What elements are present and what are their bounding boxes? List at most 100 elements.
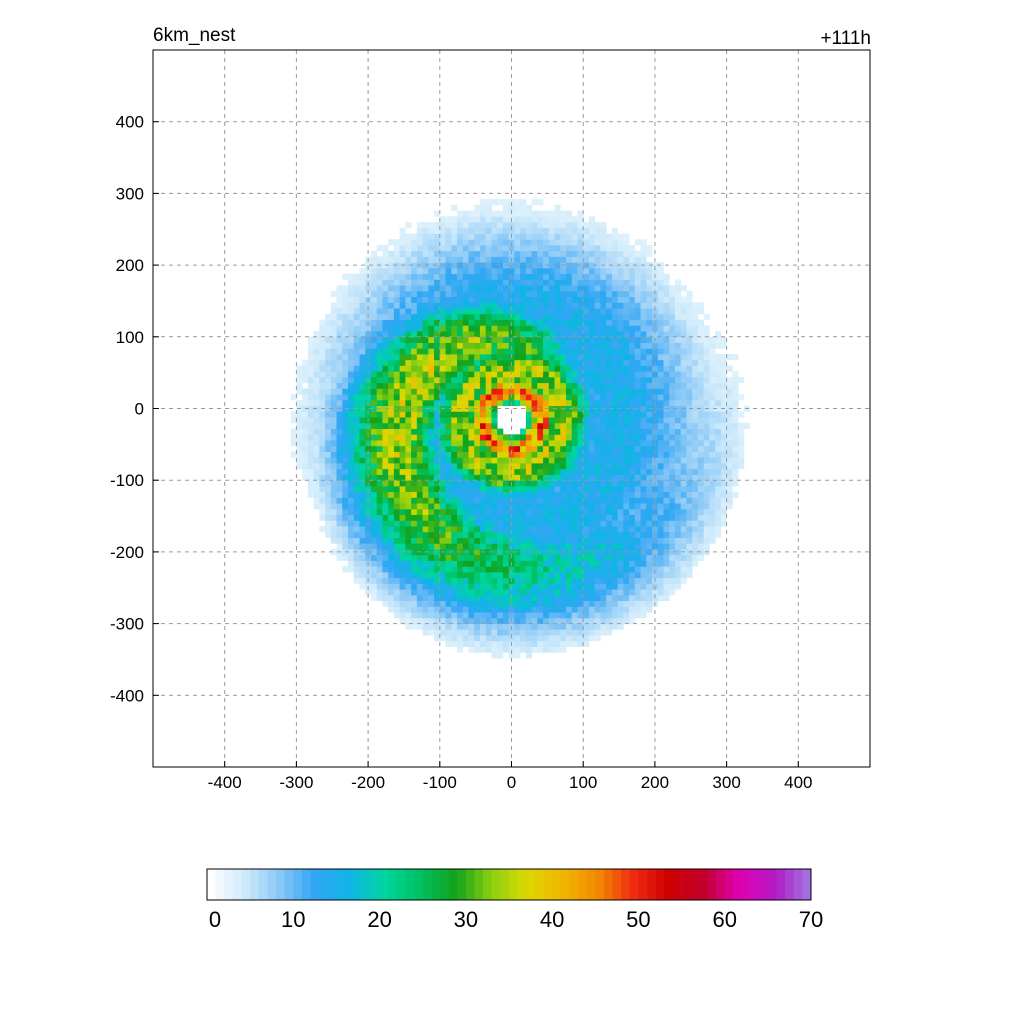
colorbar-frame <box>206 868 812 901</box>
colorbar-swatch <box>750 869 760 900</box>
colorbar-swatch <box>439 869 449 900</box>
colorbar-swatch <box>474 869 484 900</box>
colorbar-swatch <box>422 869 432 900</box>
colorbar-swatch <box>621 869 631 900</box>
colorbar-tick-label: 20 <box>367 907 391 932</box>
forecast-hour-label: +111h <box>820 28 871 49</box>
colorbar-swatch <box>552 869 562 900</box>
colorbar-swatch <box>379 869 389 900</box>
colorbar-swatch <box>776 869 786 900</box>
colorbar-swatch <box>603 869 613 900</box>
colorbar-swatch <box>353 869 363 900</box>
colorbar-swatch <box>586 869 596 900</box>
colorbar-swatch <box>345 869 354 900</box>
colorbar-swatch <box>301 869 311 900</box>
x-tick-label: -300 <box>279 773 313 792</box>
colorbar-swatch <box>396 869 406 900</box>
y-tick-label: 100 <box>116 328 144 347</box>
colorbar-swatch <box>655 869 665 900</box>
colorbar-swatch <box>241 869 251 900</box>
colorbar-tick-label: 50 <box>626 907 650 932</box>
colorbar-swatch <box>500 869 510 900</box>
colorbar-swatch <box>319 869 329 900</box>
colorbar-swatch <box>388 869 398 900</box>
colorbar-swatch <box>716 869 726 900</box>
x-tick-label: -400 <box>208 773 242 792</box>
colorbar-swatch <box>362 869 372 900</box>
y-axis: 400 300 200 100 0 -100 -200 -300 -400 <box>110 113 159 705</box>
y-tick-label: -200 <box>110 543 144 562</box>
colorbar-swatch <box>267 869 277 900</box>
y-tick-label: 300 <box>116 184 144 203</box>
colorbar-swatch <box>224 869 234 900</box>
colorbar-swatch <box>629 869 639 900</box>
colorbar-swatch <box>509 869 518 900</box>
colorbar-swatch <box>526 869 536 900</box>
colorbar-swatch <box>276 869 285 900</box>
colorbar-swatch <box>638 869 648 900</box>
y-tick-label: 0 <box>135 400 144 419</box>
y-tick-label: 200 <box>116 256 144 275</box>
colorbar-swatch <box>457 869 467 900</box>
colorbar-swatch <box>595 869 605 900</box>
x-tick-label: 100 <box>569 773 597 792</box>
x-tick-label: -200 <box>351 773 385 792</box>
colorbar-swatch <box>310 869 320 900</box>
reflectivity-field <box>290 199 750 659</box>
colorbar-swatch <box>793 869 803 900</box>
colorbar-swatch <box>336 869 346 900</box>
colorbar-swatch <box>690 869 700 900</box>
colorbar-swatch <box>465 869 475 900</box>
colorbar-tick-label: 60 <box>712 907 736 932</box>
colorbar <box>207 869 812 900</box>
colorbar-swatch <box>741 869 751 900</box>
colorbar-swatch <box>724 869 734 900</box>
colorbar-tick-label: 40 <box>540 907 564 932</box>
colorbar-swatch <box>785 869 795 900</box>
x-tick-label: 400 <box>784 773 812 792</box>
colorbar-swatch <box>207 869 216 900</box>
x-axis: -400 -300 -200 -100 0 100 200 300 400 <box>208 761 812 792</box>
colorbar-swatch <box>517 869 527 900</box>
colorbar-swatch <box>250 869 260 900</box>
colorbar-tick-label: 30 <box>454 907 478 932</box>
x-tick-label: -100 <box>423 773 457 792</box>
colorbar-swatch <box>483 869 493 900</box>
colorbar-tick-label: 70 <box>799 907 823 932</box>
colorbar-swatch <box>612 869 622 900</box>
colorbar-swatch <box>327 869 337 900</box>
colorbar-swatch <box>672 869 682 900</box>
y-tick-label: -300 <box>110 615 144 634</box>
colorbar-swatch <box>707 869 717 900</box>
colorbar-swatch <box>802 869 812 900</box>
colorbar-swatch <box>284 869 294 900</box>
x-tick-label: 0 <box>507 773 516 792</box>
colorbar-tick-label: 0 <box>209 907 221 932</box>
x-tick-label: 300 <box>712 773 740 792</box>
colorbar-labels: 0 10 20 30 40 50 60 70 <box>209 907 823 932</box>
colorbar-swatch <box>215 869 225 900</box>
colorbar-swatch <box>405 869 415 900</box>
colorbar-swatch <box>370 869 380 900</box>
colorbar-swatch <box>664 869 674 900</box>
colorbar-swatch <box>448 869 458 900</box>
y-tick-label: -100 <box>110 471 144 490</box>
colorbar-swatch <box>258 869 268 900</box>
colorbar-swatch <box>491 869 501 900</box>
colorbar-swatch <box>569 869 579 900</box>
colorbar-swatch <box>232 869 242 900</box>
colorbar-swatch <box>759 869 769 900</box>
colorbar-swatch <box>414 869 424 900</box>
colorbar-swatch <box>647 869 656 900</box>
colorbar-swatch <box>293 869 303 900</box>
y-tick-label: 400 <box>116 113 144 132</box>
colorbar-swatch <box>543 869 553 900</box>
colorbar-swatch <box>767 869 777 900</box>
chart-title: 6km_nest <box>153 25 236 46</box>
colorbar-swatch <box>681 869 691 900</box>
colorbar-swatch <box>733 869 743 900</box>
colorbar-tick-label: 10 <box>281 907 305 932</box>
colorbar-swatch <box>431 869 441 900</box>
colorbar-swatch <box>534 869 544 900</box>
